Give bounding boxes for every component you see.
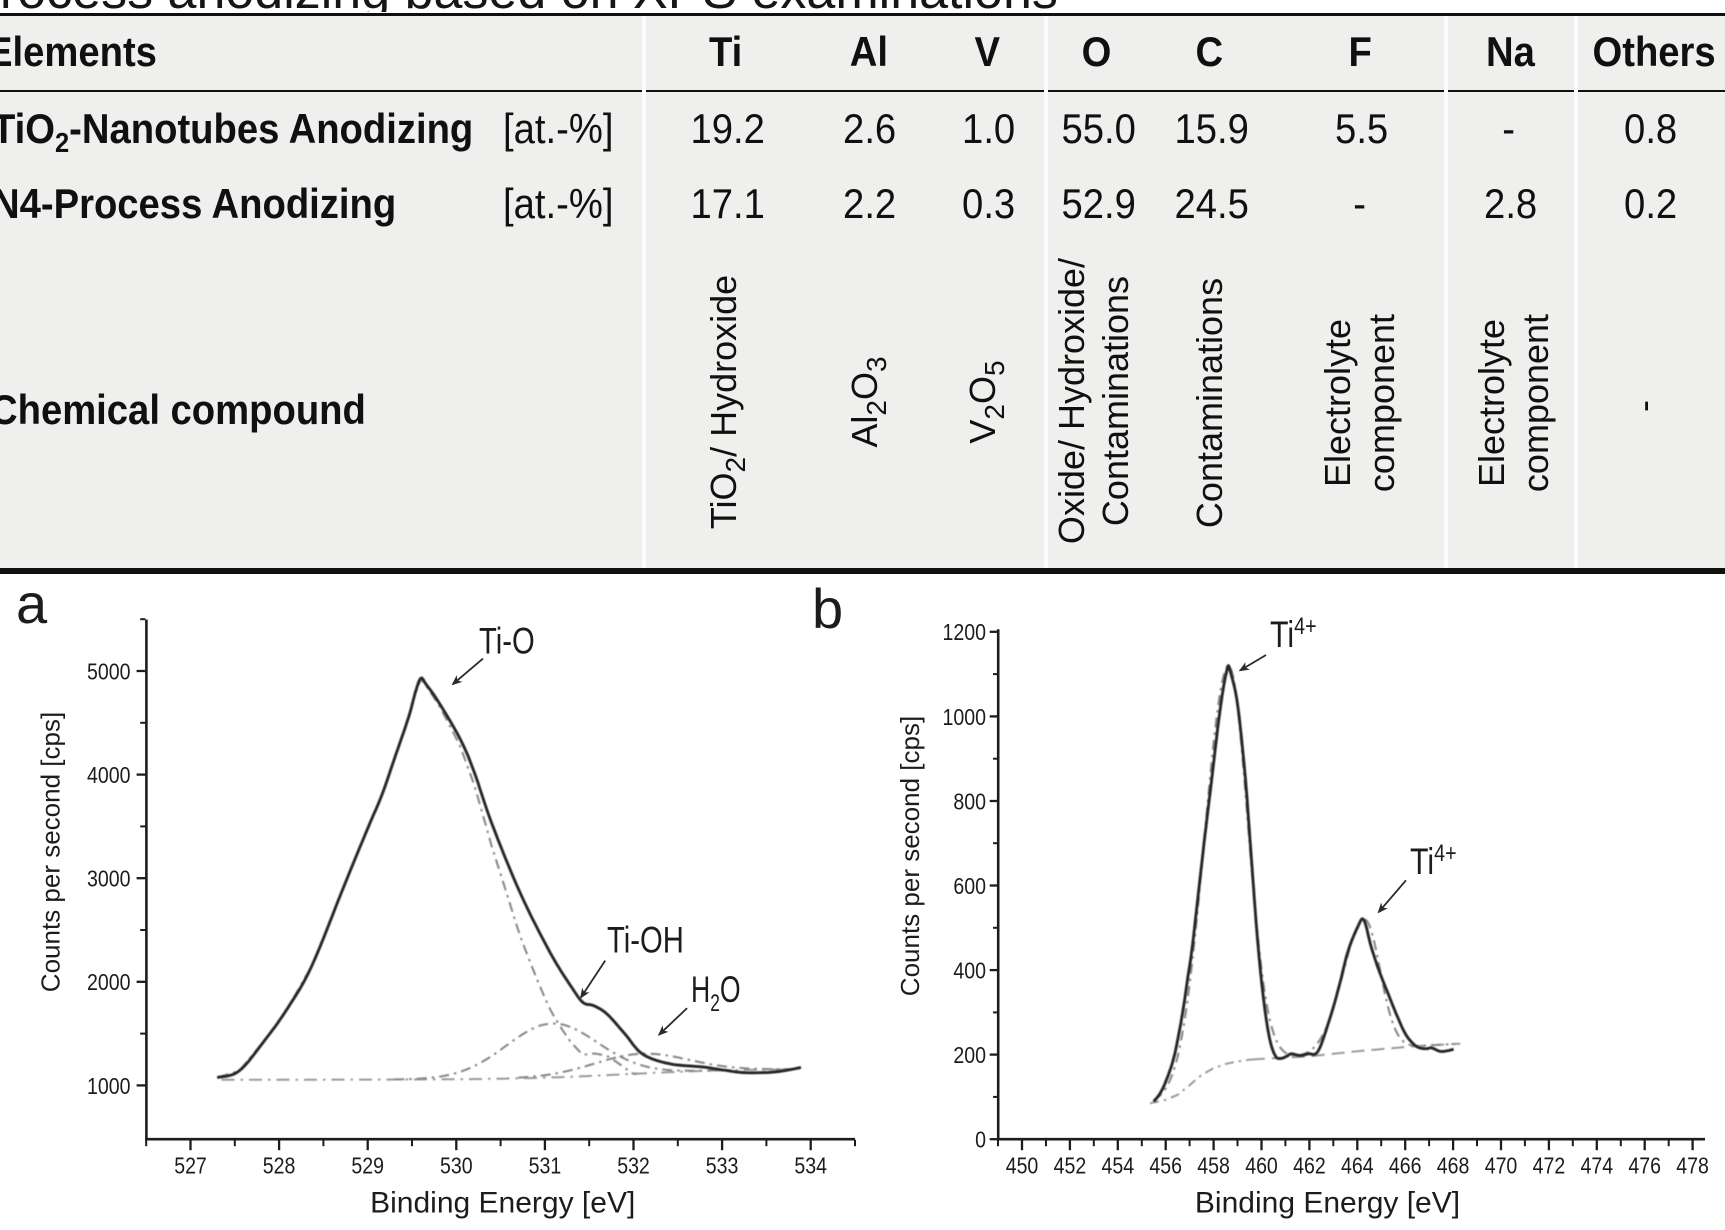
svg-text:4000: 4000 xyxy=(87,763,131,789)
svg-text:470: 470 xyxy=(1485,1153,1518,1179)
svg-text:Ti-OH: Ti-OH xyxy=(607,921,684,962)
svg-text:600: 600 xyxy=(953,873,986,899)
svg-text:478: 478 xyxy=(1676,1153,1709,1179)
svg-text:452: 452 xyxy=(1054,1153,1087,1179)
svg-text:466: 466 xyxy=(1389,1153,1422,1179)
svg-text:H2O: H2O xyxy=(691,969,741,1017)
svg-text:533: 533 xyxy=(706,1153,739,1179)
svg-text:Binding Energy [eV]: Binding Energy [eV] xyxy=(370,1187,635,1220)
svg-text:Binding Energy [eV]: Binding Energy [eV] xyxy=(1195,1187,1460,1220)
svg-text:528: 528 xyxy=(263,1153,296,1179)
svg-text:Counts per second [cps]: Counts per second [cps] xyxy=(36,712,66,992)
svg-text:Ti4+: Ti4+ xyxy=(1410,839,1457,883)
svg-text:454: 454 xyxy=(1101,1153,1134,1179)
svg-text:3000: 3000 xyxy=(87,866,131,892)
svg-text:530: 530 xyxy=(440,1153,473,1179)
svg-text:531: 531 xyxy=(529,1153,562,1179)
svg-text:5000: 5000 xyxy=(87,659,131,685)
svg-text:1000: 1000 xyxy=(943,704,987,730)
svg-text:462: 462 xyxy=(1293,1153,1326,1179)
svg-text:464: 464 xyxy=(1341,1153,1374,1179)
svg-text:476: 476 xyxy=(1628,1153,1661,1179)
svg-text:a: a xyxy=(16,580,48,635)
svg-text:0: 0 xyxy=(975,1127,986,1153)
svg-text:472: 472 xyxy=(1533,1153,1566,1179)
svg-text:1000: 1000 xyxy=(87,1073,131,1099)
svg-text:529: 529 xyxy=(351,1153,384,1179)
svg-text:800: 800 xyxy=(953,789,986,815)
svg-text:b: b xyxy=(812,580,843,640)
svg-text:532: 532 xyxy=(617,1153,650,1179)
svg-text:458: 458 xyxy=(1197,1153,1230,1179)
svg-text:468: 468 xyxy=(1437,1153,1470,1179)
svg-text:200: 200 xyxy=(953,1043,986,1069)
svg-text:527: 527 xyxy=(174,1153,207,1179)
svg-text:456: 456 xyxy=(1149,1153,1182,1179)
svg-text:534: 534 xyxy=(794,1153,827,1179)
svg-text:474: 474 xyxy=(1580,1153,1613,1179)
svg-text:Ti-O: Ti-O xyxy=(479,621,535,662)
svg-text:2000: 2000 xyxy=(87,970,131,996)
svg-text:1200: 1200 xyxy=(943,620,987,646)
svg-text:400: 400 xyxy=(953,958,986,984)
svg-text:460: 460 xyxy=(1245,1153,1278,1179)
svg-text:Counts per second [cps]: Counts per second [cps] xyxy=(895,716,925,996)
svg-text:450: 450 xyxy=(1006,1153,1039,1179)
svg-text:Ti4+: Ti4+ xyxy=(1270,612,1317,656)
